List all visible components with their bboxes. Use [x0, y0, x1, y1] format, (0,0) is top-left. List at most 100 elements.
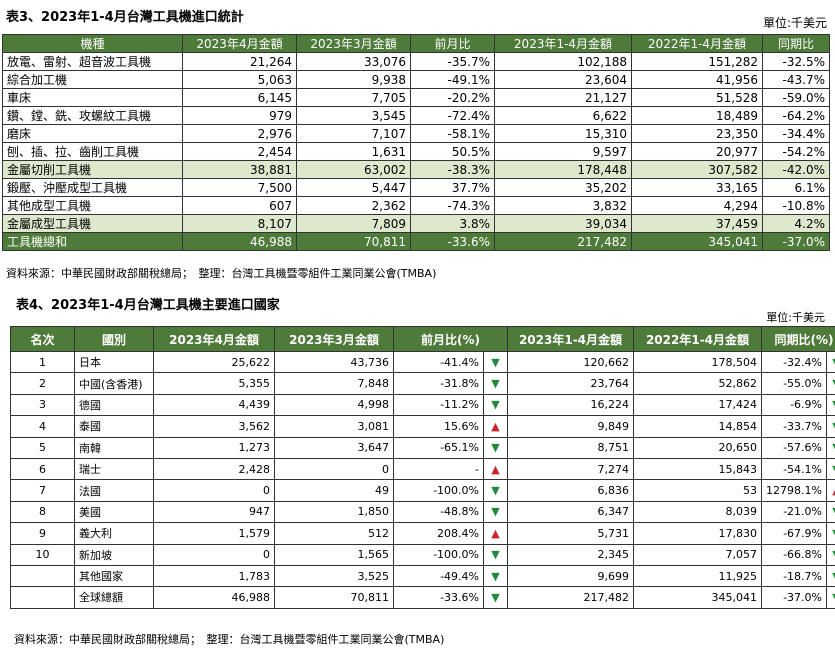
yoy-arrow-cell: ▼ — [826, 372, 835, 395]
mar-2023-cell: 70,811 — [274, 586, 394, 609]
table3-value-cell: 7,809 — [296, 214, 411, 233]
table3-value-cell: -49.1% — [410, 70, 495, 89]
mom-arrow-cell: ▼ — [483, 372, 508, 395]
yoy-change-cell: -33.7% — [761, 415, 827, 438]
table3-row: 車床 6,145 7,705 -20.2% 21,127 51,528 -59.0% — [2, 88, 830, 107]
table3-value-cell: 63,002 — [296, 160, 411, 179]
yoy-arrow-cell: ▼ — [826, 564, 835, 588]
table3-header-cell: 2023年3月金額 — [296, 34, 411, 53]
mom-change-cell: 208.4% — [393, 522, 484, 545]
mom-arrow-cell: ▼ — [483, 586, 508, 609]
table3-value-cell: 607 — [182, 196, 297, 215]
table3-value-cell: 8,107 — [182, 214, 297, 233]
yoy-change-cell: -21.0% — [761, 500, 827, 524]
down-triangle-icon: ▼ — [491, 590, 500, 604]
table3-value-cell: 37.7% — [410, 178, 495, 197]
table3-value-cell: 38,881 — [182, 160, 297, 179]
table3-unit: 單位:千美元 — [762, 16, 827, 30]
mom-change-cell: - — [393, 457, 484, 481]
table3-value-cell: 307,582 — [631, 160, 763, 179]
mar-2023-cell: 7,848 — [274, 372, 394, 395]
country-cell: 瑞士 — [74, 457, 154, 481]
table3-header-row: 機種 2023年4月金額 2023年3月金額 前月比 2023年1-4月金額 2022年1… — [2, 34, 830, 53]
table3-value-cell: 1,631 — [296, 142, 411, 161]
mom-arrow-cell: ▲ — [483, 522, 508, 545]
table3-value-cell: 33,076 — [296, 52, 411, 71]
table3-value-cell: 21,127 — [494, 88, 632, 107]
down-triangle-icon: ▼ — [832, 420, 835, 433]
table3-value-cell: -58.1% — [410, 124, 495, 143]
yoy-change-cell: -66.8% — [761, 543, 827, 566]
up-triangle-icon: ▲ — [491, 419, 500, 433]
mom-change-cell: -33.6% — [393, 586, 484, 609]
ytd-2023-cell: 9,699 — [507, 564, 634, 588]
table3-value-cell: -54.2% — [762, 142, 830, 161]
table3-title: 表3、2023年1-4月台灣工具機進口統計 — [6, 10, 244, 25]
table3-value-cell: 6.1% — [762, 178, 830, 197]
table3-row: 鑽、鏜、銑、攻螺紋工具機 979 3,545 -72.4% 6,622 18,489 -64… — [2, 106, 830, 125]
table3-value-cell: 41,956 — [631, 70, 763, 89]
apr-2023-cell: 4,439 — [153, 393, 275, 417]
ytd-2023-cell: 23,764 — [507, 372, 634, 395]
mar-2023-cell: 512 — [274, 522, 394, 545]
table3-header-cell: 機種 — [2, 34, 183, 53]
rank-cell: 5 — [10, 436, 75, 459]
rank-cell — [10, 564, 75, 588]
table3-subtotal-row: 金屬成型工具機 8,107 7,809 3.8% 39,034 37,459 4.2% — [2, 214, 830, 233]
ytd-2022-cell: 7,057 — [633, 543, 762, 566]
rank-cell: 8 — [10, 500, 75, 524]
table3-row: 鍛壓、沖壓成型工具機 7,500 5,447 37.7% 35,202 33,165 6.1… — [2, 178, 830, 197]
mom-change-cell: -65.1% — [393, 436, 484, 459]
table3-value-cell: 51,528 — [631, 88, 763, 107]
table3-row: 放電、雷射、超音波工具機 21,264 33,076 -35.7% 102,188 151… — [2, 52, 830, 71]
mar-2023-cell: 43,736 — [274, 350, 394, 374]
rank-cell: 3 — [10, 393, 75, 417]
table3-machine-label: 綜合加工機 — [2, 70, 183, 89]
yoy-change-cell: 12798.1% — [761, 479, 827, 502]
down-triangle-icon: ▼ — [832, 570, 835, 583]
mom-arrow-cell: ▲ — [483, 457, 508, 481]
table3-value-cell: -42.0% — [762, 160, 830, 179]
mar-2023-cell: 3,647 — [274, 436, 394, 459]
down-triangle-icon: ▼ — [832, 441, 835, 454]
mom-arrow-cell: ▼ — [483, 393, 508, 417]
table3-subtotal-row: 金屬切削工具機 38,881 63,002 -38.3% 178,448 307,582-… — [2, 160, 830, 179]
table3-value-cell: -32.5% — [762, 52, 830, 71]
table3-value-cell: 979 — [182, 106, 297, 125]
ytd-2022-cell: 178,504 — [633, 350, 762, 374]
up-triangle-icon: ▲ — [491, 462, 500, 476]
down-triangle-icon: ▼ — [491, 569, 500, 583]
mar-2023-cell: 3,525 — [274, 564, 394, 588]
country-cell: 其他國家 — [74, 564, 154, 588]
country-cell: 日本 — [74, 350, 154, 374]
yoy-change-cell: -55.0% — [761, 372, 827, 395]
mar-2023-cell: 49 — [274, 479, 394, 502]
table4-header-cell: 同期比(%) — [761, 326, 835, 352]
table3-value-cell: -34.4% — [762, 124, 830, 143]
mom-change-cell: -100.0% — [393, 479, 484, 502]
country-cell: 法國 — [74, 479, 154, 502]
apr-2023-cell: 1,783 — [153, 564, 275, 588]
country-cell: 美國 — [74, 500, 154, 524]
table3-value-cell: 5,063 — [182, 70, 297, 89]
rank-cell: 4 — [10, 415, 75, 438]
table3-value-cell: -37.0% — [762, 232, 830, 251]
table3-value-cell: 3,832 — [494, 196, 632, 215]
mom-change-cell: -31.8% — [393, 372, 484, 395]
table3-value-cell: -72.4% — [410, 106, 495, 125]
down-triangle-icon: ▼ — [491, 398, 500, 412]
table3: 機種 2023年4月金額 2023年3月金額 前月比 2023年1-4月金額 2022年1… — [2, 34, 830, 251]
ytd-2023-cell: 2,345 — [507, 543, 634, 566]
mom-arrow-cell: ▼ — [483, 350, 508, 374]
table3-value-cell: 6,622 — [494, 106, 632, 125]
table3-value-cell: 50.5% — [410, 142, 495, 161]
mar-2023-cell: 1,565 — [274, 543, 394, 566]
mom-change-cell: -100.0% — [393, 543, 484, 566]
apr-2023-cell: 46,988 — [153, 586, 275, 609]
table4-source-note: 資料來源：中華民國財政部關稅總局； 整理：台灣工具機暨零組件工業同業公會(TMB… — [14, 633, 445, 646]
table4-header-cell: 2023年4月金額 — [153, 326, 275, 352]
